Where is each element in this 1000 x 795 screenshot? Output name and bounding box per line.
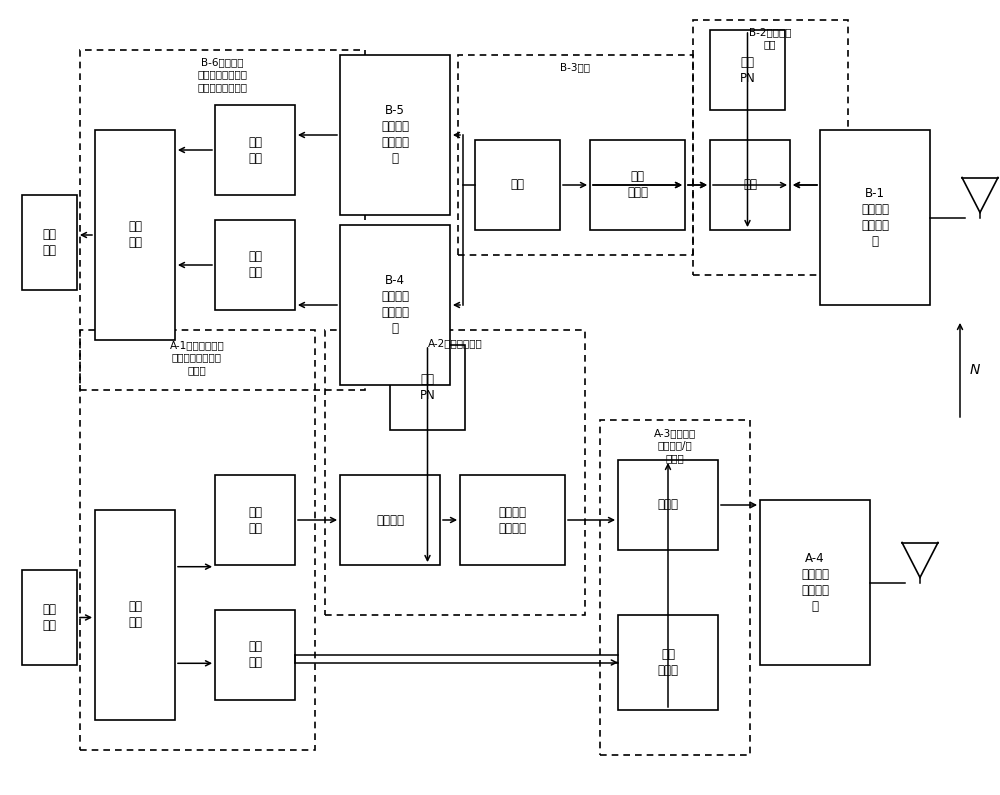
Text: 匹配
滤波器: 匹配 滤波器 [627, 170, 648, 200]
Text: A-2获取直扩信号: A-2获取直扩信号 [428, 338, 482, 348]
Text: 跳频
比特: 跳频 比特 [248, 250, 262, 280]
Text: 解扩: 解扩 [743, 179, 757, 192]
Bar [95, 130, 175, 340]
Bar [95, 510, 175, 720]
Bar [325, 330, 585, 615]
Bar [590, 140, 685, 230]
Text: 混频器: 混频器 [658, 498, 678, 511]
Bar [458, 55, 693, 255]
Bar [215, 610, 295, 700]
Text: B-6跳频比特
数据流与直扩比特
数据流的融合处理: B-6跳频比特 数据流与直扩比特 数据流的融合处理 [197, 57, 247, 91]
Bar [710, 30, 785, 110]
Text: A-1生成跳频比特
数据流与直扩比特
数据流: A-1生成跳频比特 数据流与直扩比特 数据流 [170, 340, 224, 374]
Text: B-4
获取跳频
比特数据
流: B-4 获取跳频 比特数据 流 [381, 274, 409, 335]
Bar [460, 475, 565, 565]
Text: B-5
获取直扩
比特数据
流: B-5 获取直扩 比特数据 流 [381, 104, 409, 165]
Text: 扩频
PN: 扩频 PN [420, 373, 435, 402]
Bar [340, 55, 450, 215]
Bar [340, 475, 440, 565]
Bar [215, 475, 295, 565]
Bar [600, 420, 750, 755]
Text: 信息
数据: 信息 数据 [42, 603, 56, 632]
Bar [618, 615, 718, 710]
Bar [80, 50, 365, 390]
Text: 信息
数据: 信息 数据 [42, 228, 56, 257]
Text: 基带调制: 基带调制 [376, 514, 404, 526]
Bar [693, 20, 848, 275]
Text: B-2获取解扩
信号: B-2获取解扩 信号 [749, 27, 791, 49]
Text: 频率
合成器: 频率 合成器 [658, 648, 678, 677]
Bar [390, 345, 465, 430]
Bar [475, 140, 560, 230]
Text: A-4
上变频射
频信号发
射: A-4 上变频射 频信号发 射 [801, 552, 829, 613]
Bar [710, 140, 790, 230]
Text: N: N [970, 363, 980, 377]
Bar [215, 105, 295, 195]
Bar [80, 330, 315, 750]
Bar [215, 220, 295, 310]
Text: B-3解跳: B-3解跳 [560, 62, 590, 72]
Text: A-3获取直接
序列扩频/跳
频信号: A-3获取直接 序列扩频/跳 频信号 [654, 428, 696, 463]
Text: 跳频
比特: 跳频 比特 [248, 641, 262, 669]
Text: 串并
转换: 串并 转换 [128, 600, 142, 630]
Text: 扩频
PN: 扩频 PN [740, 56, 755, 84]
Bar [340, 225, 450, 385]
Bar [22, 570, 77, 665]
Text: 并串
转换: 并串 转换 [128, 220, 142, 250]
Text: 直接序列
扩频调制: 直接序列 扩频调制 [498, 506, 526, 534]
Text: 解跳: 解跳 [511, 179, 524, 192]
Bar [760, 500, 870, 665]
Bar [618, 460, 718, 550]
Bar [22, 195, 77, 290]
Bar [820, 130, 930, 305]
Text: 直扩
比特: 直扩 比特 [248, 135, 262, 165]
Text: 直扩
比特: 直扩 比特 [248, 506, 262, 534]
Text: B-1
下变频射
频信号接
收: B-1 下变频射 频信号接 收 [861, 187, 889, 248]
